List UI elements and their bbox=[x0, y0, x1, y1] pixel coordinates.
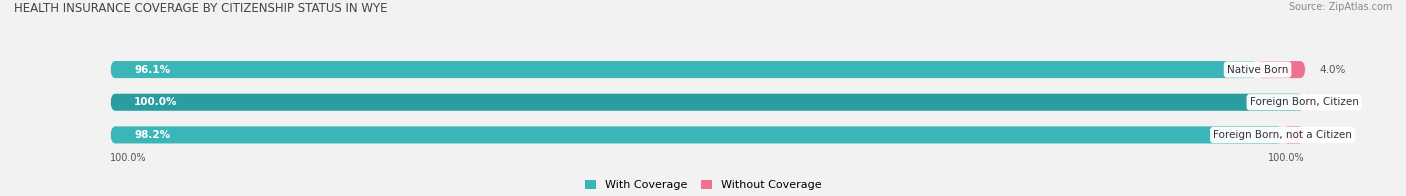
Text: Foreign Born, Citizen: Foreign Born, Citizen bbox=[1250, 97, 1358, 107]
FancyBboxPatch shape bbox=[1257, 61, 1305, 78]
Text: Foreign Born, not a Citizen: Foreign Born, not a Citizen bbox=[1213, 130, 1353, 140]
Text: 100.0%: 100.0% bbox=[134, 97, 177, 107]
Text: 96.1%: 96.1% bbox=[134, 64, 170, 75]
FancyBboxPatch shape bbox=[1305, 94, 1310, 111]
Text: 100.0%: 100.0% bbox=[110, 153, 148, 163]
FancyBboxPatch shape bbox=[1282, 126, 1305, 143]
Text: HEALTH INSURANCE COVERAGE BY CITIZENSHIP STATUS IN WYE: HEALTH INSURANCE COVERAGE BY CITIZENSHIP… bbox=[14, 2, 388, 15]
Text: 0.0%: 0.0% bbox=[1324, 97, 1351, 107]
Text: Source: ZipAtlas.com: Source: ZipAtlas.com bbox=[1288, 2, 1392, 12]
Text: 100.0%: 100.0% bbox=[1267, 153, 1305, 163]
FancyBboxPatch shape bbox=[110, 126, 1282, 143]
Text: 98.2%: 98.2% bbox=[134, 130, 170, 140]
Legend: With Coverage, Without Coverage: With Coverage, Without Coverage bbox=[585, 180, 821, 191]
FancyBboxPatch shape bbox=[110, 61, 1305, 78]
FancyBboxPatch shape bbox=[110, 61, 1257, 78]
FancyBboxPatch shape bbox=[110, 94, 1305, 111]
FancyBboxPatch shape bbox=[110, 94, 1305, 111]
FancyBboxPatch shape bbox=[110, 126, 1305, 143]
Text: 1.8%: 1.8% bbox=[1319, 130, 1346, 140]
Text: 4.0%: 4.0% bbox=[1320, 64, 1346, 75]
Text: Native Born: Native Born bbox=[1227, 64, 1288, 75]
